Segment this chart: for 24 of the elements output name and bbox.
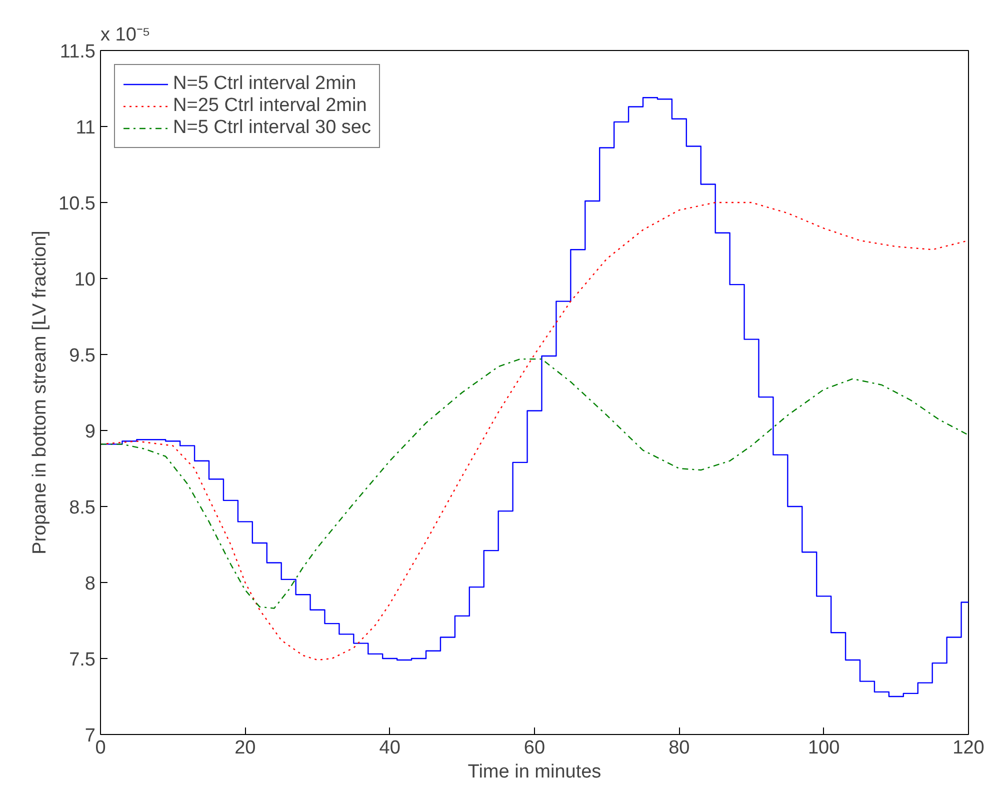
y-tick-label: 11.5: [60, 42, 96, 62]
y-tick-label: 7: [84, 726, 96, 746]
y-tick-label: 10: [74, 270, 96, 290]
x-tick-label: 120: [952, 738, 984, 758]
y-tick-label: 7.5: [69, 650, 96, 670]
y-tick-label: 9.5: [69, 346, 96, 366]
x-tick-label: 100: [808, 738, 840, 758]
line-series: [100, 358, 968, 609]
y-tick-label: 11: [76, 118, 96, 138]
x-tick-label: 0: [95, 738, 106, 758]
x-tick-label: 80: [668, 738, 690, 758]
y-tick-label: 8.5: [69, 498, 96, 518]
y-tick-label: 8: [84, 574, 96, 594]
legend-label: N=25 Ctrl interval 2min: [173, 95, 367, 117]
legend-label: N=5 Ctrl interval 30 sec: [173, 117, 371, 139]
y-tick-label: 10.5: [58, 194, 96, 214]
x-tick-label: 20: [234, 738, 256, 758]
text: x 10⁻⁵: [100, 24, 150, 46]
x-tick-label: 40: [379, 738, 400, 758]
x-tick-label: 60: [524, 738, 546, 758]
legend-label: N=5 Ctrl interval 2min: [173, 73, 356, 95]
y-tick-label: 9: [84, 422, 96, 442]
x-axis-title: Time in minutes: [468, 762, 602, 782]
y-axis-title: Propane in bottom stream [LV fraction]: [30, 230, 51, 554]
